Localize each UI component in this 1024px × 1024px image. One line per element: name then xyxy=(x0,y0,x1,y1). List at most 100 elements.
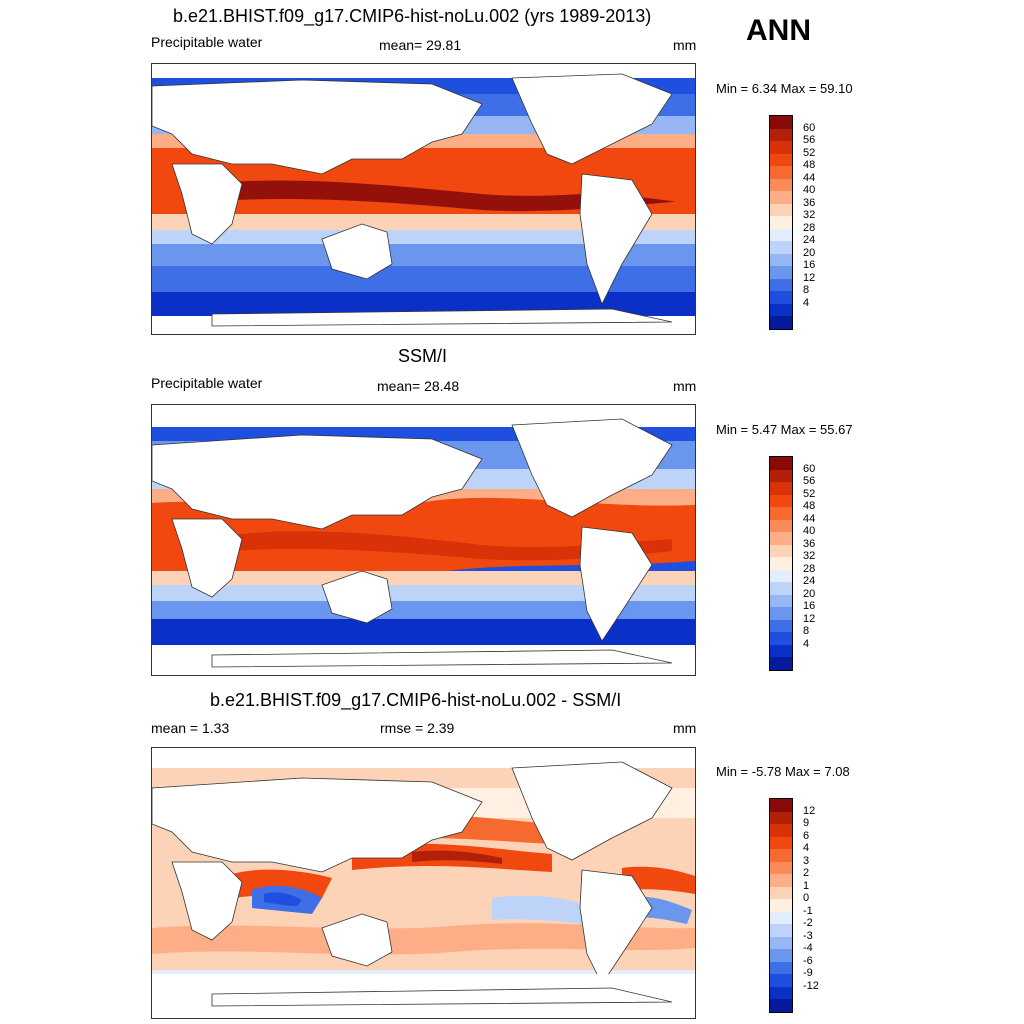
panel3-colorbar-segment xyxy=(770,924,792,937)
panel3-colorbar-tick-label: -6 xyxy=(803,954,813,967)
panel1-colorbar-tick-label: 20 xyxy=(803,246,816,259)
panel1-colorbar-segment xyxy=(770,166,792,179)
panel3-colorbar-tick-label: 12 xyxy=(803,804,816,817)
panel2-colorbar-tick-label: 20 xyxy=(803,587,816,600)
panel1-left-label: Precipitable water xyxy=(151,34,263,50)
panel3-colorbar-segment xyxy=(770,811,792,825)
panel2-colorbar-segment xyxy=(770,469,792,483)
panel1-colorbar-tick-label: 40 xyxy=(803,184,816,197)
panel3-colorbar-tick-label: -1 xyxy=(803,904,813,917)
panel1-colorbar-segment xyxy=(770,228,792,242)
panel3-rmse-label: rmse = 2.39 xyxy=(380,720,455,736)
panel1-colorbar-tick-label: 56 xyxy=(803,134,816,147)
panel3-units: mm xyxy=(673,720,697,736)
panel2-mean-label: mean= 28.48 xyxy=(377,378,460,394)
panel1-colorbar-tick-label: 48 xyxy=(803,159,816,172)
panel3-colorbar-segment xyxy=(770,861,792,875)
panel1-colorbar-tick-label: 60 xyxy=(803,121,816,134)
panel3-colorbar-segment xyxy=(770,986,792,1000)
panel3-title: b.e21.BHIST.f09_g17.CMIP6-hist-noLu.002 … xyxy=(210,690,622,710)
panel1-units: mm xyxy=(673,37,697,53)
panel2-colorbar-tick-label: 56 xyxy=(803,475,816,488)
panel1-minmax: Min = 6.34 Max = 59.10 xyxy=(716,81,853,96)
panel3-map xyxy=(151,747,696,1019)
panel3-colorbar-tick-label: 9 xyxy=(803,817,810,830)
panel2-colorbar-segment xyxy=(770,607,792,620)
panel2-colorbar-tick-label: 8 xyxy=(803,625,810,638)
panel3-colorbar-segment xyxy=(770,836,792,850)
panel1-colorbar-segment xyxy=(770,128,792,142)
panel1-colorbar-segment xyxy=(770,291,792,304)
panel1-colorbar-tick-label: 4 xyxy=(803,296,810,309)
panel3-colorbar-segment xyxy=(770,949,792,962)
panel3-colorbar-tick-label: -2 xyxy=(803,917,813,930)
panel1-colorbar-segment xyxy=(770,278,792,292)
season-label: ANN xyxy=(746,14,811,47)
panel3-colorbar-segment xyxy=(770,886,792,900)
panel3-minmax: Min = -5.78 Max = 7.08 xyxy=(716,764,850,779)
panel3-colorbar-tick-label: -4 xyxy=(803,942,813,955)
panel3-colorbar-tick-label: 3 xyxy=(803,854,810,867)
panel1-colorbar-segment xyxy=(770,178,792,192)
panel3-colorbar-tick-label: 0 xyxy=(803,892,810,905)
panel1-colorbar-segment xyxy=(770,216,792,229)
panel1-colorbar-tick-label: 24 xyxy=(803,234,816,247)
panel3-colorbar-tick-label: 4 xyxy=(803,842,810,855)
panel3-colorbar-tick-label: -12 xyxy=(803,979,819,992)
panel2-colorbar-tick-label: 16 xyxy=(803,600,816,613)
panel3-colorbar-tick-label: -3 xyxy=(803,929,813,942)
panel3-colorbar-segment xyxy=(770,824,792,837)
panel1-colorbar-segment xyxy=(770,116,792,129)
panel2-colorbar-tick-label: 4 xyxy=(803,637,810,650)
panel2-units: mm xyxy=(673,378,697,394)
panel2-colorbar-segment xyxy=(770,594,792,608)
panel1-mean-label: mean= 29.81 xyxy=(379,37,462,53)
panel1-colorbar-segment xyxy=(770,316,792,329)
panel2-colorbar-segment xyxy=(770,557,792,570)
panel2-colorbar-tick-label: 52 xyxy=(803,487,816,500)
panel2-colorbar xyxy=(769,456,793,671)
panel1-colorbar-tick-label: 36 xyxy=(803,196,816,209)
panel2-colorbar-segment xyxy=(770,494,792,508)
panel3-colorbar-segment xyxy=(770,849,792,862)
panel1-title: b.e21.BHIST.f09_g17.CMIP6-hist-noLu.002 … xyxy=(173,6,652,26)
panel2-colorbar-tick-label: 32 xyxy=(803,550,816,563)
panel3-colorbar-tick-label: -9 xyxy=(803,967,813,980)
panel3-colorbar-segment xyxy=(770,974,792,987)
panel2-colorbar-tick-label: 44 xyxy=(803,512,816,525)
panel2-colorbar-tick-label: 48 xyxy=(803,500,816,513)
panel1-colorbar-segment xyxy=(770,153,792,167)
panel3-colorbar-segment xyxy=(770,899,792,912)
panel1-colorbar-segment xyxy=(770,303,792,317)
panel1-colorbar-tick-label: 32 xyxy=(803,209,816,222)
panel1-colorbar-tick-label: 16 xyxy=(803,259,816,272)
panel2-colorbar-segment xyxy=(770,482,792,495)
panel2-left-label: Precipitable water xyxy=(151,375,263,391)
panel2-colorbar-segment xyxy=(770,457,792,470)
panel1-map xyxy=(151,63,696,335)
panel1-colorbar-segment xyxy=(770,191,792,204)
panel1-colorbar-segment xyxy=(770,241,792,254)
panel1-colorbar-segment xyxy=(770,266,792,279)
panel1-colorbar-segment xyxy=(770,203,792,217)
panel1-colorbar-segment xyxy=(770,141,792,154)
panel1-colorbar-tick-label: 8 xyxy=(803,284,810,297)
panel2-colorbar-segment xyxy=(770,532,792,545)
panel3-colorbar-segment xyxy=(770,999,792,1012)
panel1-colorbar-tick-label: 28 xyxy=(803,221,816,234)
panel2-colorbar-segment xyxy=(770,632,792,645)
panel2-colorbar-tick-label: 36 xyxy=(803,537,816,550)
panel3-colorbar-segment xyxy=(770,936,792,950)
panel1-colorbar xyxy=(769,115,793,330)
panel3-colorbar-tick-label: 1 xyxy=(803,879,810,892)
panel2-colorbar-segment xyxy=(770,619,792,633)
panel1-colorbar-tick-label: 12 xyxy=(803,271,816,284)
panel2-title: SSM/I xyxy=(398,346,448,366)
panel2-colorbar-segment xyxy=(770,519,792,533)
panel2-colorbar-tick-label: 28 xyxy=(803,562,816,575)
panel3-mean-label: mean = 1.33 xyxy=(151,720,230,736)
panel2-colorbar-tick-label: 60 xyxy=(803,462,816,475)
panel2-colorbar-tick-label: 12 xyxy=(803,612,816,625)
panel1-colorbar-tick-label: 52 xyxy=(803,146,816,159)
panel3-colorbar-tick-label: 2 xyxy=(803,867,810,880)
